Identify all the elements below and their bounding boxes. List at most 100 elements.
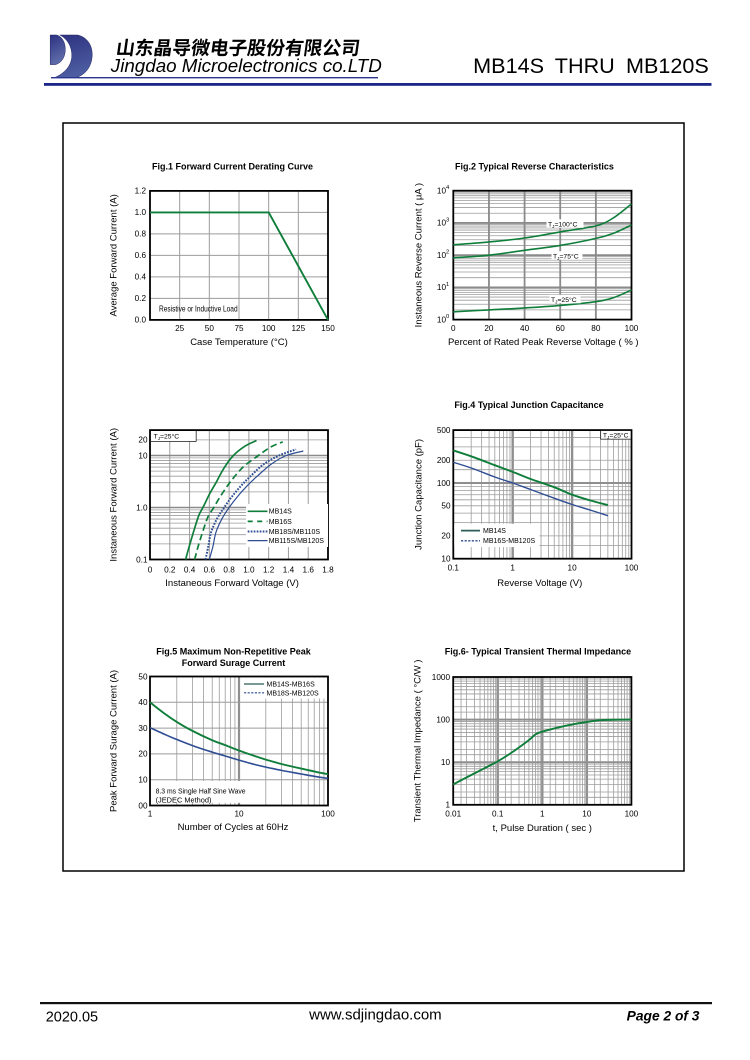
- svg-text:0.0: 0.0: [135, 316, 147, 325]
- svg-text:10: 10: [582, 810, 592, 819]
- svg-text:Fig.1 Forward Current Deratin: Fig.1 Forward Current Derating Curve: [152, 162, 313, 172]
- svg-text:30: 30: [138, 724, 148, 733]
- svg-text:MB14S THRU MB120S: MB14S THRU MB120S: [473, 53, 709, 78]
- svg-text:1: 1: [446, 282, 449, 288]
- svg-text:TJ=25°C: TJ=25°C: [551, 296, 577, 305]
- svg-text:150: 150: [321, 324, 335, 333]
- svg-text:1: 1: [148, 810, 153, 819]
- svg-text:0: 0: [451, 324, 456, 333]
- svg-text:(JEDEC Method): (JEDEC Method): [156, 795, 212, 804]
- svg-text:Fig.2 Typical Reverse Charact: Fig.2 Typical Reverse Characteristics: [455, 162, 614, 172]
- svg-text:TJ=25°C: TJ=25°C: [603, 432, 629, 441]
- svg-text:0.6: 0.6: [135, 251, 147, 260]
- svg-text:Jingdao Microelectronics co.LT: Jingdao Microelectronics co.LTD: [110, 55, 382, 76]
- svg-text:20: 20: [484, 324, 494, 333]
- svg-text:Page 2 of 3: Page 2 of 3: [627, 1009, 700, 1024]
- svg-text:0.6: 0.6: [204, 565, 216, 574]
- svg-text:8.3 ms Single Half Sine Wave: 8.3 ms Single Half Sine Wave: [156, 786, 246, 795]
- svg-text:MB14S-MB16S: MB14S-MB16S: [267, 682, 316, 689]
- svg-text:0.2: 0.2: [135, 294, 147, 303]
- svg-text:100: 100: [262, 324, 276, 333]
- svg-text:1: 1: [510, 564, 515, 573]
- svg-text:1: 1: [540, 810, 545, 819]
- svg-text:50: 50: [205, 324, 215, 333]
- svg-text:10: 10: [437, 187, 447, 196]
- svg-text:Junction Capacitance (pF): Junction Capacitance (pF): [414, 439, 425, 550]
- svg-text:10: 10: [138, 451, 148, 460]
- svg-text:Transient Thermal Impedance (: Transient Thermal Impedance ( °C/W ): [413, 660, 424, 823]
- svg-text:1.0: 1.0: [243, 565, 255, 574]
- svg-text:0.8: 0.8: [223, 565, 235, 574]
- svg-text:Fig.5 Maximum Non-Repetitive: Fig.5 Maximum Non-Repetitive Peak: [156, 647, 312, 657]
- svg-text:MB18S/MB110S: MB18S/MB110S: [269, 529, 321, 536]
- svg-text:10: 10: [441, 555, 451, 564]
- svg-text:Average Forward Current (A): Average Forward Current (A): [109, 194, 120, 316]
- svg-text:2020.05: 2020.05: [46, 1009, 98, 1025]
- svg-text:0.8: 0.8: [135, 230, 147, 239]
- svg-text:2: 2: [446, 250, 449, 256]
- svg-text:1.0: 1.0: [135, 208, 147, 217]
- svg-text:1.8: 1.8: [322, 565, 334, 574]
- svg-text:0.1: 0.1: [492, 810, 504, 819]
- svg-text:60: 60: [556, 324, 566, 333]
- svg-text:TJ=25°C: TJ=25°C: [154, 433, 180, 442]
- svg-text:100: 100: [436, 715, 450, 724]
- svg-text:20: 20: [138, 435, 148, 444]
- svg-text:100: 100: [625, 564, 639, 573]
- svg-text:1.2: 1.2: [263, 565, 275, 574]
- svg-text:10: 10: [437, 315, 447, 324]
- svg-text:10: 10: [234, 810, 244, 819]
- svg-text:MB18S-MB120S: MB18S-MB120S: [267, 690, 319, 697]
- svg-text:Number of Cycles at 60Hz: Number of Cycles at 60Hz: [178, 822, 289, 833]
- svg-text:Fig.4 Typical Junction Capaci: Fig.4 Typical Junction Capacitance: [454, 400, 603, 410]
- svg-text:10: 10: [568, 564, 578, 573]
- svg-text:Forward Surage Current: Forward Surage Current: [182, 658, 286, 668]
- svg-text:Instaneous Forward Current (A: Instaneous Forward Current (A): [109, 428, 120, 562]
- svg-text:MB14S: MB14S: [269, 509, 292, 516]
- svg-text:1.2: 1.2: [135, 187, 147, 196]
- svg-text:40: 40: [520, 324, 530, 333]
- svg-text:1.0: 1.0: [136, 503, 148, 512]
- svg-text:Case Temperature (°C): Case Temperature (°C): [190, 337, 288, 348]
- svg-text:200: 200: [437, 456, 451, 465]
- svg-text:20: 20: [441, 532, 451, 541]
- svg-text:MB14S: MB14S: [483, 528, 506, 535]
- svg-text:Fig.6- Typical Transient Therm: Fig.6- Typical Transient Thermal Impedan…: [445, 647, 631, 657]
- svg-text:4: 4: [446, 185, 450, 191]
- svg-text:t, Pulse Duration ( sec ): t, Pulse Duration ( sec ): [493, 823, 592, 834]
- svg-text:20: 20: [138, 750, 148, 759]
- svg-text:125: 125: [291, 324, 305, 333]
- svg-text:1.4: 1.4: [283, 565, 295, 574]
- svg-text:3: 3: [446, 217, 449, 223]
- svg-text:100: 100: [437, 479, 451, 488]
- svg-text:Instaneous Forward Voltage (V): Instaneous Forward Voltage (V): [165, 578, 299, 589]
- svg-text:TJ=100°C: TJ=100°C: [548, 221, 577, 230]
- svg-text:10: 10: [441, 758, 451, 767]
- svg-text:50: 50: [441, 502, 451, 511]
- svg-text:00: 00: [138, 801, 148, 810]
- svg-text:1: 1: [445, 801, 450, 810]
- svg-text:MB115S/MB120S: MB115S/MB120S: [269, 538, 324, 545]
- svg-text:80: 80: [591, 324, 601, 333]
- svg-text:0: 0: [148, 565, 153, 574]
- svg-text:10: 10: [437, 219, 447, 228]
- svg-text:TJ=75°C: TJ=75°C: [553, 253, 579, 262]
- svg-text:Resistive or Inductive Load: Resistive or Inductive Load: [159, 304, 238, 314]
- svg-text:0: 0: [446, 314, 449, 320]
- svg-text:0.01: 0.01: [445, 810, 461, 819]
- svg-text:10: 10: [437, 283, 447, 292]
- svg-text:www.sdjingdao.com: www.sdjingdao.com: [308, 1007, 442, 1024]
- svg-text:100: 100: [625, 324, 639, 333]
- svg-text:100: 100: [321, 810, 335, 819]
- svg-text:0.4: 0.4: [184, 565, 196, 574]
- svg-text:0.4: 0.4: [135, 273, 147, 282]
- svg-text:10: 10: [138, 776, 148, 785]
- svg-text:Instaneous Reverse Current ( μ: Instaneous Reverse Current ( μA ): [414, 183, 425, 327]
- svg-text:100: 100: [625, 810, 639, 819]
- svg-text:75: 75: [234, 324, 244, 333]
- svg-text:10: 10: [437, 251, 447, 260]
- svg-text:1.6: 1.6: [303, 565, 315, 574]
- svg-text:50: 50: [138, 672, 148, 681]
- svg-text:0.1: 0.1: [136, 555, 148, 564]
- svg-text:MB16S-MB120S: MB16S-MB120S: [483, 538, 535, 545]
